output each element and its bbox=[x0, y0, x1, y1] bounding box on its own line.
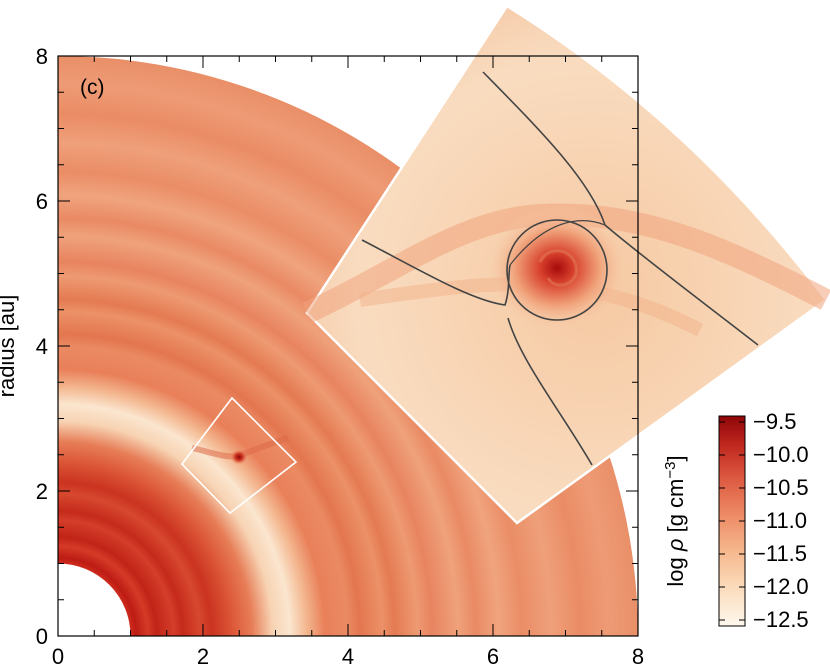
panel-label: (c) bbox=[80, 76, 105, 99]
colorbar-tick-label: −10.5 bbox=[753, 475, 809, 500]
y-axis-title: radius [au] bbox=[0, 295, 19, 398]
y-tick-label: 8 bbox=[36, 44, 48, 69]
y-tick-label: 4 bbox=[36, 334, 48, 359]
y-tick-label: 2 bbox=[36, 479, 48, 504]
colorbar-tick-label: −11.5 bbox=[753, 541, 807, 566]
colorbar-tick-label: −9.5 bbox=[753, 409, 796, 434]
colorbar-tick-label: −12.5 bbox=[753, 607, 809, 632]
x-tick-label: 2 bbox=[197, 644, 209, 669]
colorbar-tick-label: −12.0 bbox=[753, 574, 809, 599]
zoom-box bbox=[180, 396, 298, 515]
planet-marker bbox=[230, 449, 248, 465]
x-tick-label: 8 bbox=[632, 644, 644, 669]
tick-marks bbox=[57, 55, 639, 637]
x-tick-label: 6 bbox=[487, 644, 499, 669]
y-tick-label: 0 bbox=[36, 624, 48, 649]
x-tick-label: 4 bbox=[342, 644, 354, 669]
inset-panel bbox=[302, 4, 830, 525]
colorbar-label: log ρ [g cm−3] bbox=[662, 455, 689, 586]
x-tick-label: 0 bbox=[52, 644, 64, 669]
colorbar-tick-label: −10.0 bbox=[753, 442, 809, 467]
colorbar-tick-label: −11.0 bbox=[753, 508, 807, 533]
y-tick-label: 6 bbox=[36, 189, 48, 214]
